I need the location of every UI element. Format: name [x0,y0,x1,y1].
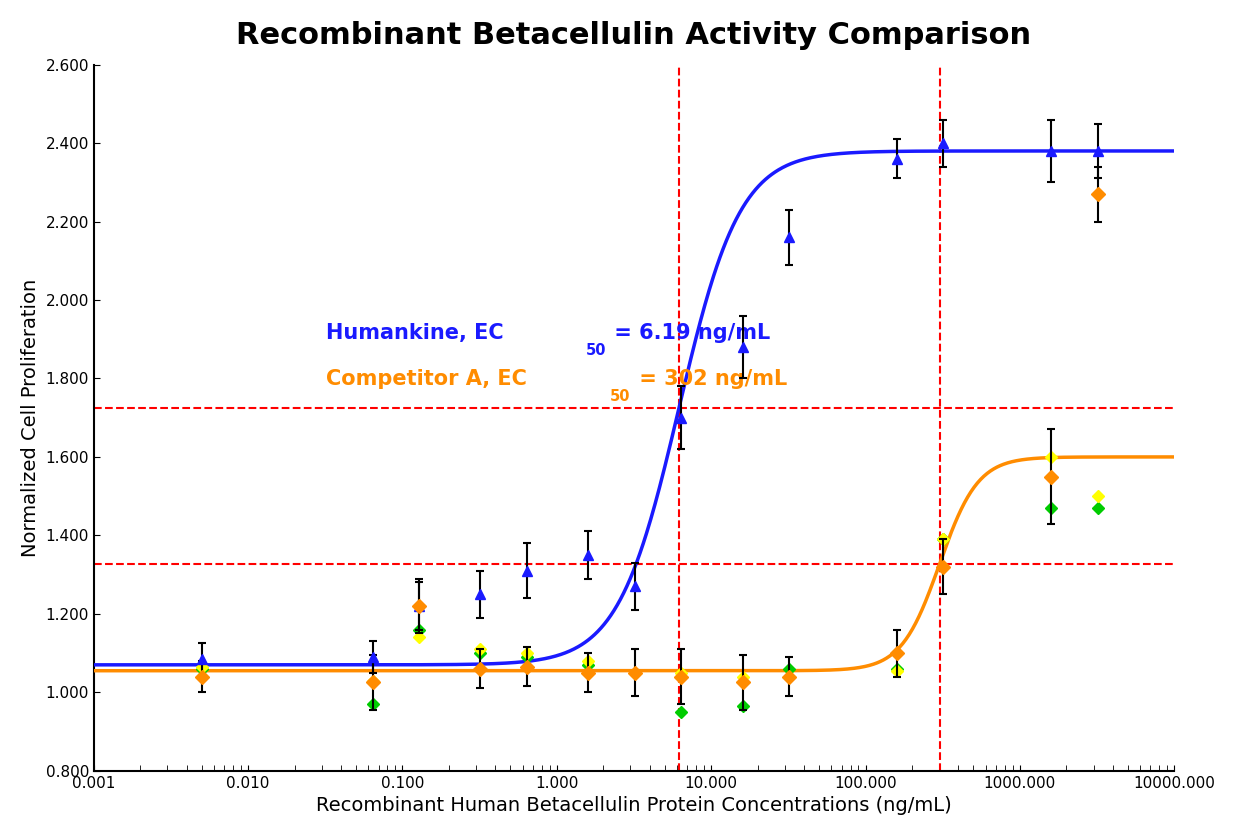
X-axis label: Recombinant Human Betacellulin Protein Concentrations (ng/mL): Recombinant Human Betacellulin Protein C… [316,796,952,815]
Text: = 6.19 ng/mL: = 6.19 ng/mL [607,323,770,343]
Text: 50: 50 [586,343,606,358]
Text: Competitor A, EC: Competitor A, EC [326,369,527,389]
Title: Recombinant Betacellulin Activity Comparison: Recombinant Betacellulin Activity Compar… [236,21,1032,50]
Text: = 302 ng/mL: = 302 ng/mL [632,369,787,389]
Y-axis label: Normalized Cell Proliferation: Normalized Cell Proliferation [21,278,40,557]
Text: 50: 50 [611,389,630,404]
Text: Humankine, EC: Humankine, EC [326,323,504,343]
